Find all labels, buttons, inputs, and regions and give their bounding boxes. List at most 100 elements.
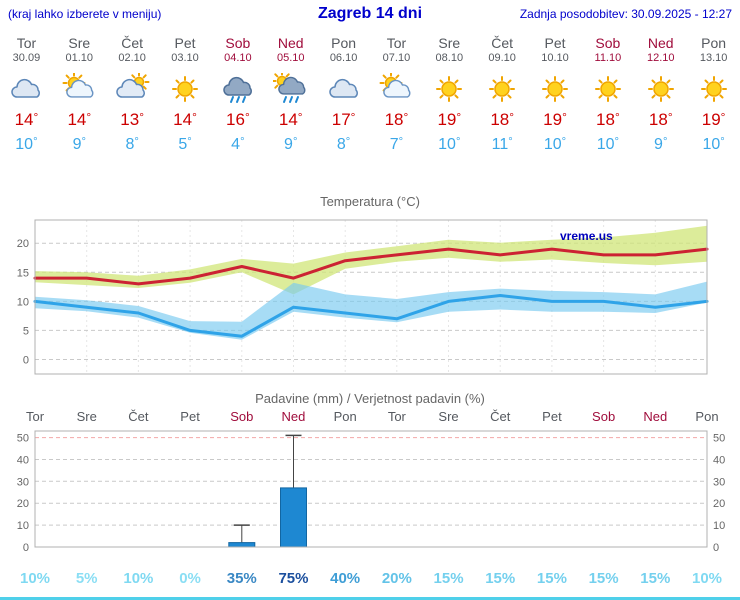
temp-max: 19° <box>423 109 476 132</box>
precip-probability: 20% <box>381 570 412 587</box>
precip-ytick-right: 10 <box>713 520 725 532</box>
temp-min-value: 10 <box>543 136 562 153</box>
day-name: Tor <box>16 35 37 51</box>
temp-min-value: 8 <box>336 136 346 153</box>
weather-icon-box <box>53 71 106 107</box>
degree-sign: ° <box>720 136 725 149</box>
precip-day-label: Čet <box>490 409 511 424</box>
temperature-chart-title: Temperatura (°C) <box>320 194 420 209</box>
partly-cloudy-icon <box>379 73 411 98</box>
partly-cloudy-icon <box>62 73 94 98</box>
temp-max-range <box>35 225 707 295</box>
precip-day-label: Pon <box>333 409 357 424</box>
precip-probability: 35% <box>226 570 257 587</box>
temp-min-value: 9 <box>72 136 82 153</box>
temp-min-value: 9 <box>654 136 663 153</box>
day-column: Sob 11.10 18° 10° <box>581 35 634 156</box>
temp-max-value: 18 <box>384 110 404 129</box>
rain-icon <box>223 76 252 103</box>
weather-icon-box <box>370 71 423 107</box>
temp-max-value: 17 <box>331 110 351 129</box>
temp-min-value: 11 <box>491 136 509 153</box>
temp-max-value: 16 <box>226 110 245 129</box>
precip-ytick-right: 30 <box>713 476 725 488</box>
temp-min-value: 10 <box>15 136 34 153</box>
degree-sign: ° <box>292 136 298 149</box>
day-date: 13.10 <box>699 52 728 64</box>
day-column: Pon 13.10 19° 10° <box>687 35 740 156</box>
temp-min-value: 4 <box>231 136 241 153</box>
precip-probability: 15% <box>640 570 671 587</box>
temp-max-value: 18 <box>596 110 615 129</box>
temp-max-value: 14 <box>173 110 193 129</box>
precip-probability: 10% <box>691 570 723 587</box>
precip-day-label: Sre <box>438 409 459 424</box>
weather-icon-box <box>529 71 582 107</box>
sunny-icon <box>647 76 674 102</box>
degree-sign: ° <box>508 136 513 149</box>
degree-sign: ° <box>614 136 620 149</box>
weather-icon-box <box>211 71 264 107</box>
day-name: Sob <box>225 35 251 51</box>
weather-icon-box <box>634 71 687 107</box>
day-column: Pet 10.10 19° 10° <box>529 35 582 156</box>
temp-max-value: 19 <box>543 110 563 129</box>
weather-icon-box <box>0 71 53 107</box>
day-column: Čet 02.10 13° 8° <box>106 35 159 156</box>
precip-day-label: Tor <box>387 409 406 424</box>
day-date: 09.10 <box>488 52 516 64</box>
day-date: 04.10 <box>224 52 252 64</box>
temp-min-value: 9 <box>284 136 293 153</box>
page-title: Zagreb 14 dni <box>317 5 423 22</box>
temp-min: 9° <box>53 135 106 156</box>
degree-sign: ° <box>86 109 92 124</box>
precip-day-label: Pet <box>542 409 562 424</box>
temp-min: 10° <box>0 135 53 156</box>
temp-min: 4° <box>211 135 264 156</box>
day-column: Sob 04.10 16° 4° <box>211 35 264 156</box>
temperature-chart: 0 5 10 15 20 vreme.us <box>17 219 709 375</box>
day-name: Sre <box>438 35 461 51</box>
degree-sign: ° <box>345 136 351 149</box>
last-update-text: Zadnja posodobitev: 30.09.2025 - 12:27 <box>519 7 732 21</box>
bottom-accent-bar <box>0 597 740 600</box>
precipitation-chart: 0 0 10 10 20 20 30 30 40 40 50 50 <box>17 430 725 554</box>
precip-day-label: Tor <box>25 409 45 424</box>
precip-probability: 15% <box>485 570 516 587</box>
temp-max: 17° <box>317 109 370 132</box>
day-date: 07.10 <box>382 52 411 64</box>
day-date: 03.10 <box>171 52 199 64</box>
day-name: Pon <box>331 35 357 51</box>
temp-min: 8° <box>317 135 370 156</box>
temp-min: 10° <box>581 135 634 156</box>
weather-icon-box <box>423 71 476 107</box>
forecast-strip: Tor 30.09 14° 10° Sre 01.10 14° 9° Čet 02.10 13° 8°… <box>0 35 740 156</box>
temp-max: 13° <box>106 109 159 132</box>
precip-ytick-left: 40 <box>17 455 29 467</box>
degree-sign: ° <box>350 109 356 124</box>
sunny-icon <box>489 76 516 102</box>
weather-icon-box <box>581 71 634 107</box>
degree-sign: ° <box>139 109 144 124</box>
precip-ytick-right: 20 <box>713 498 725 510</box>
temp-max: 14° <box>264 109 317 132</box>
day-column: Pet 03.10 14° 5° <box>159 35 212 156</box>
precip-probability-row: 10% 5% 10% 0% 35% 75% 40% 20% 15% 15% 15% 15% 15% 10% <box>0 570 740 590</box>
precip-bars <box>228 434 307 548</box>
temp-max-value: 18 <box>648 110 668 129</box>
temp-ytick-label: 20 <box>17 238 29 250</box>
temp-max-value: 19 <box>701 110 721 129</box>
temp-min-value: 10 <box>702 136 721 153</box>
sunny-icon <box>172 76 198 102</box>
precip-probability: 40% <box>330 570 361 587</box>
sunny-icon <box>594 76 621 102</box>
precip-day-label: Ned <box>643 409 668 424</box>
weather-icon-box <box>264 71 317 107</box>
temp-max: 14° <box>53 109 106 132</box>
degree-sign: ° <box>244 109 250 124</box>
day-date: 06.10 <box>329 52 358 64</box>
cloudy-icon <box>328 78 358 98</box>
day-column: Sre 08.10 19° 10° <box>423 35 476 156</box>
precip-plot-border <box>34 430 708 548</box>
day-name: Sre <box>68 35 91 51</box>
